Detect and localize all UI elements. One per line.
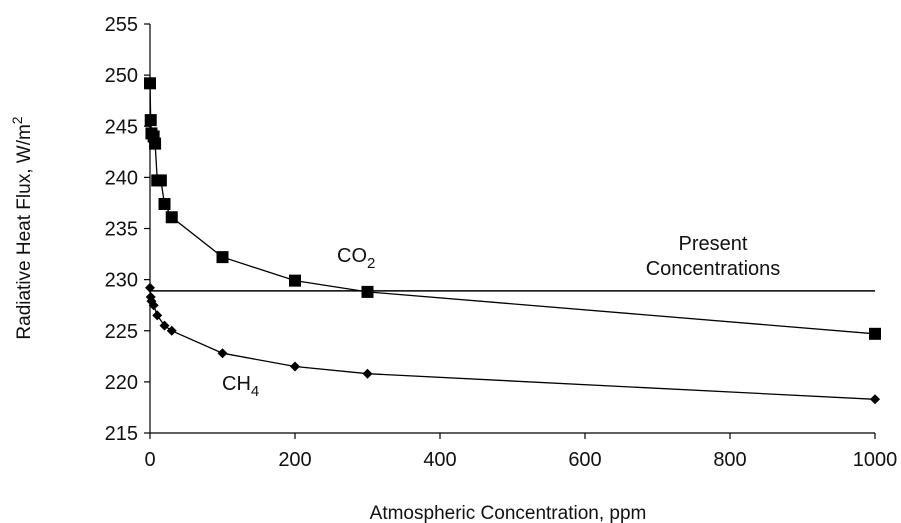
y-tick-label: 220 xyxy=(105,372,138,394)
y-axis-title-main: Radiative Heat Flux, W/m xyxy=(14,124,35,339)
y-tick-label: 235 xyxy=(105,219,138,241)
x-tick-label: 200 xyxy=(278,449,311,471)
co2-data-point xyxy=(869,327,881,340)
co2-data-point xyxy=(289,274,301,287)
co2-series-line xyxy=(149,83,876,335)
y-tick-label: 255 xyxy=(105,14,138,36)
ch4-data-point xyxy=(159,320,170,331)
x-tick-label: 600 xyxy=(568,449,601,471)
co2-data-point xyxy=(154,174,167,187)
ch4-data-point xyxy=(362,368,373,379)
x-axis-title: Atmospheric Concentration, ppm xyxy=(370,503,647,523)
ch4-data-point xyxy=(290,361,300,372)
co2-data-point xyxy=(216,251,229,264)
y-tick-label: 215 xyxy=(105,423,138,445)
co2-series-label: CO2 xyxy=(337,245,375,272)
y-axis-title: Radiative Heat Flux, W/m2 xyxy=(9,116,35,339)
co2-data-point xyxy=(158,197,171,210)
ch4-label-subscript: 4 xyxy=(251,383,259,400)
ch4-series-label: CH4 xyxy=(222,373,259,400)
ch4-data-point xyxy=(166,325,177,336)
x-tick-label: 0 xyxy=(144,449,155,471)
co2-data-point xyxy=(149,137,162,150)
ch4-data-point xyxy=(217,348,228,359)
co2-data-point xyxy=(144,114,157,127)
reference-line-label-line1: Present xyxy=(679,233,748,255)
y-tick-label: 250 xyxy=(105,65,138,87)
reference-line-label-line2: Concentrations xyxy=(646,258,781,280)
ch4-data-point xyxy=(148,300,159,311)
x-tick-label: 1000 xyxy=(853,449,898,471)
ch4-data-point xyxy=(870,394,880,405)
co2-data-point xyxy=(165,211,178,224)
series-layer xyxy=(144,77,881,405)
y-tick-label: 245 xyxy=(105,116,138,138)
co2-label-subscript: 2 xyxy=(367,255,375,272)
ch4-data-point xyxy=(152,310,163,321)
x-tick-label: 400 xyxy=(423,449,456,471)
y-tick-label: 225 xyxy=(105,321,138,343)
y-tick-label: 240 xyxy=(105,167,138,189)
co2-label-main: CO xyxy=(337,245,367,267)
x-tick-label: 800 xyxy=(713,449,746,471)
y-tick-label: 230 xyxy=(105,270,138,292)
y-axis-title-superscript: 2 xyxy=(9,116,25,124)
ch4-label-main: CH xyxy=(222,373,251,395)
co2-data-point xyxy=(361,285,374,298)
tick-layer: 215 220 225 230 235 240 245 250 255 0 200 400 600 800… xyxy=(105,14,898,471)
